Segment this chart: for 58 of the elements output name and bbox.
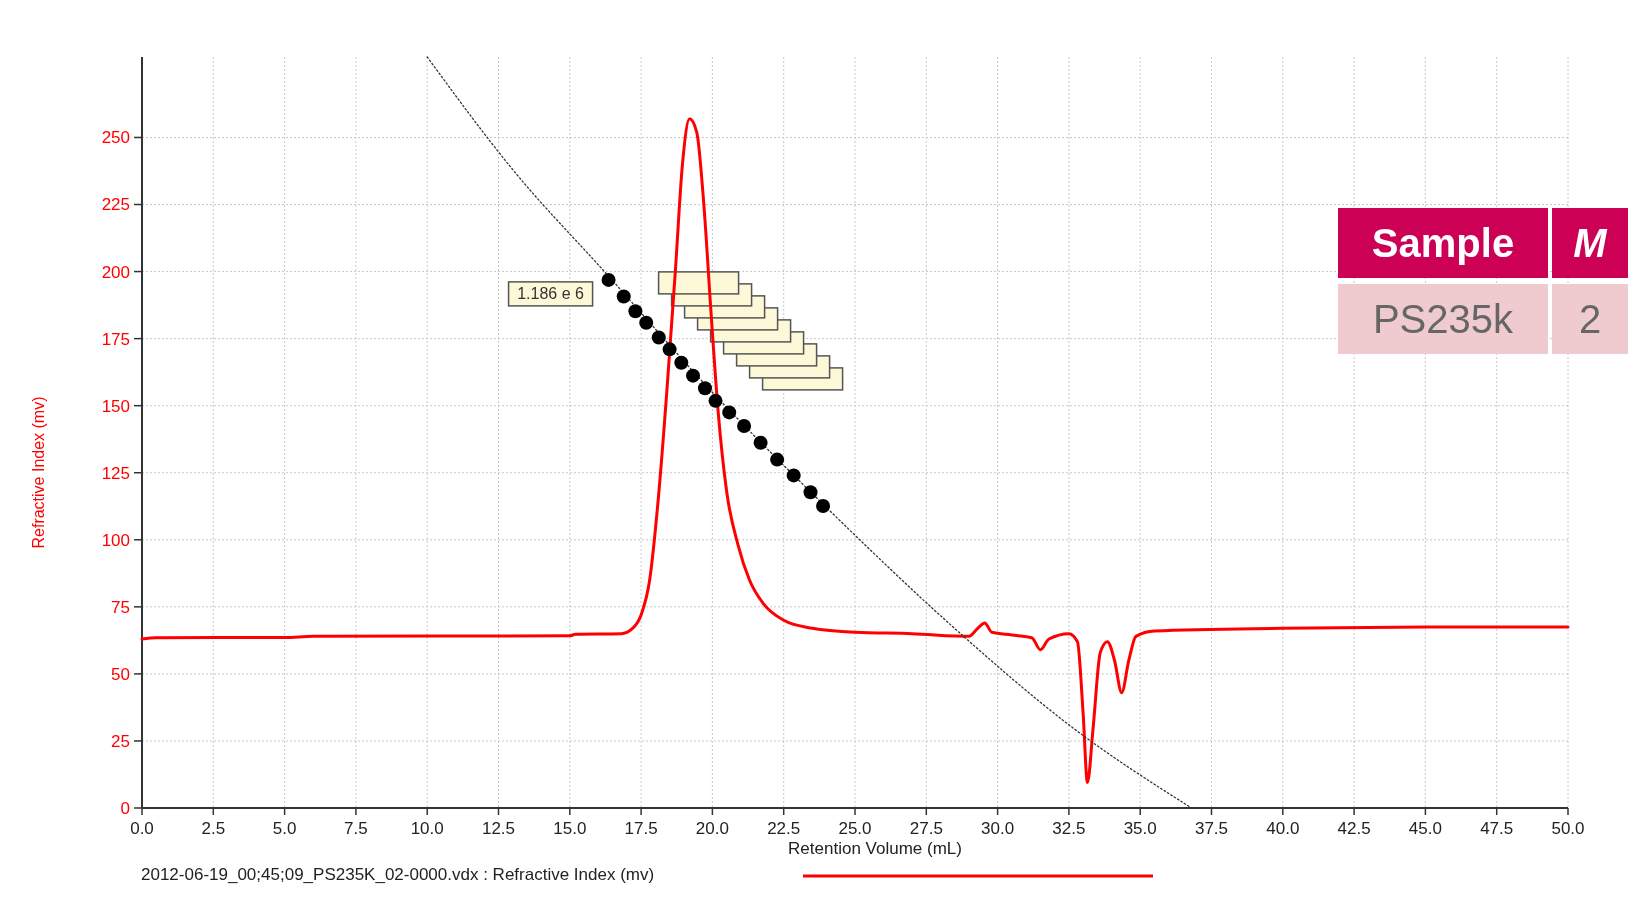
point <box>628 304 643 319</box>
x-tick-label: 35.0 <box>1123 819 1157 838</box>
y-tick-label: 50 <box>111 664 130 684</box>
point <box>816 498 831 513</box>
point <box>708 393 723 408</box>
point <box>753 435 768 450</box>
x-tick-label: 22.5 <box>767 819 801 838</box>
annotation: PS235k <box>1372 297 1515 341</box>
y-tick-label: 150 <box>101 396 130 416</box>
point <box>737 419 752 434</box>
y-tick-label: 125 <box>101 463 130 483</box>
x-axis-title: Retention Volume (mL) <box>788 839 962 858</box>
x-tick-label: 2.5 <box>201 819 226 838</box>
y-tick-label: 25 <box>111 731 130 751</box>
x-tick-label: 27.5 <box>909 819 943 838</box>
x-tick-label: 12.5 <box>481 819 516 838</box>
x-tick-label: 7.5 <box>344 819 368 838</box>
text: 2 <box>1578 297 1602 341</box>
point <box>674 355 689 370</box>
x-tick-label: 32.5 <box>1052 819 1086 838</box>
y-tick-label: 0 <box>120 798 130 818</box>
point <box>722 405 737 420</box>
text: M <box>1573 221 1609 265</box>
x-tick-label: 17.5 <box>624 819 658 838</box>
x-tick-label: 37.5 <box>1194 819 1229 838</box>
y-tick-label: 100 <box>101 530 130 550</box>
x-tick-label: 42.5 <box>1337 819 1371 838</box>
x-tick-label: 15.0 <box>553 819 587 838</box>
x-tick-label: 40.0 <box>1266 819 1300 838</box>
x-tick-label: 47.5 <box>1480 819 1514 838</box>
x-tick-label: 5.0 <box>272 819 297 838</box>
y-tick-label: 175 <box>101 329 130 349</box>
y-tick-label: 200 <box>101 262 130 282</box>
point <box>803 485 818 500</box>
point <box>662 342 677 357</box>
line-series <box>140 117 1570 785</box>
x-tick-label: 10.0 <box>410 819 444 838</box>
x-tick-label: 25.0 <box>838 819 872 838</box>
y-tick-label: 225 <box>101 195 130 215</box>
x-tick-label: 45.0 <box>1408 819 1442 838</box>
x-tick-label: 20.0 <box>695 819 729 838</box>
y-tick-label: 250 <box>101 128 130 148</box>
text: 2012-06-19_00;45;09_PS235K_02-0000.vdx : Refractive Index (mv) <box>141 865 655 884</box>
point <box>686 368 701 383</box>
point <box>616 289 631 304</box>
point <box>770 452 785 467</box>
y-tick-label: 75 <box>111 597 130 617</box>
point <box>639 315 654 330</box>
x-tick-label: 30.0 <box>981 819 1015 838</box>
annotation: Sample <box>1371 221 1515 265</box>
x-tick-label: 0.0 <box>130 819 154 838</box>
point <box>601 272 616 287</box>
point <box>786 468 801 483</box>
point <box>697 381 712 396</box>
annotation: 1.186 e 6 <box>517 285 585 303</box>
point <box>651 330 666 345</box>
x-tick-label: 50.0 <box>1551 819 1585 838</box>
y-axis-title: Refractive Index (mv) <box>30 396 47 549</box>
